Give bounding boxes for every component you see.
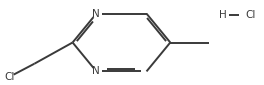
- Text: Cl: Cl: [5, 71, 15, 82]
- Text: Cl: Cl: [246, 10, 256, 20]
- Text: N: N: [92, 66, 100, 76]
- Text: N: N: [92, 9, 100, 19]
- Text: H: H: [219, 10, 227, 20]
